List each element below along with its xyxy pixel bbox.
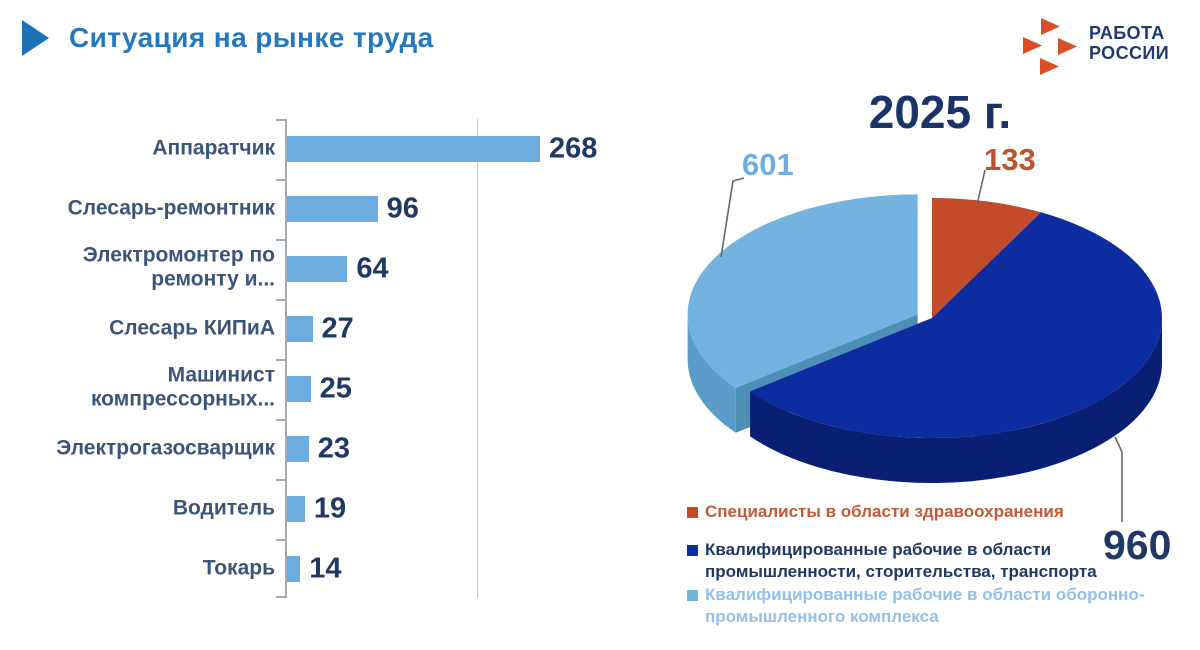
pie-value-healthcare: 133 <box>984 142 1036 177</box>
legend-item-industry: Квалифицированные рабочие в области пром… <box>687 539 1177 583</box>
pie-chart-title: 2025 г. <box>868 86 1012 138</box>
logo-triangles-icon <box>1023 18 1077 75</box>
pie-value-industry: 960 <box>1103 522 1172 568</box>
bar <box>287 496 305 522</box>
bar-row: Электромонтер по ремонту и... 64 <box>30 239 620 299</box>
axis-tick <box>276 299 285 301</box>
pie-slice-healthcare <box>932 198 1041 318</box>
axis-tick <box>276 596 285 598</box>
logo-text: РАБОТА РОССИИ <box>1089 23 1170 64</box>
axis-tick <box>276 479 285 481</box>
axis-tick <box>276 239 285 241</box>
bar-row: Слесарь-ремонтник 96 <box>30 179 620 239</box>
bar-row: Водитель 19 <box>30 479 620 539</box>
bar-category-label: Аппаратчик <box>152 136 275 160</box>
bar-value-label: 27 <box>321 312 354 345</box>
pie-legend: Специалисты в области здравоохранения Ква… <box>687 501 1177 628</box>
axis-tick <box>276 359 285 361</box>
leader-line-960 <box>1114 436 1123 522</box>
axis-tick <box>276 539 285 541</box>
legend-label-industry: Квалифицированные рабочие в области пром… <box>705 540 1097 582</box>
legend-swatch-defense <box>687 590 698 602</box>
logo-text-line1: РАБОТА <box>1089 23 1165 44</box>
bar <box>287 316 313 342</box>
slide-title: Ситуация на рынке труда <box>69 22 434 53</box>
leader-line-601 <box>720 177 745 258</box>
legend-item-defense: Квалифицированные рабочие в области обор… <box>687 584 1177 628</box>
bar <box>287 136 540 162</box>
pie-side-defense <box>687 314 736 433</box>
bar-row: Токарь 14 <box>30 539 620 599</box>
pie-chart: 2025 г. 601 133 960 Специалисты в област… <box>640 85 1200 650</box>
bar-chart-axis <box>285 119 287 598</box>
bar-value-label: 64 <box>356 252 389 285</box>
bar-category-label: Электрогазосварщик <box>56 436 275 460</box>
bar-value-label: 268 <box>549 132 598 165</box>
bar-category-label: Машинист компрессорных... <box>90 363 275 411</box>
bar <box>287 256 348 282</box>
bar-chart: Аппаратчик 268 Слесарь-ремонтник 96 Электром… <box>30 119 620 599</box>
slide-header: Ситуация на рынке труда <box>22 20 434 56</box>
legend-swatch-industry <box>687 545 698 557</box>
bar-row: Машинист компрессорных... 25 <box>30 359 620 419</box>
legend-swatch-healthcare <box>687 507 698 518</box>
bar-row: Слесарь КИПиА 27 <box>30 299 620 359</box>
axis-tick <box>276 419 285 421</box>
bar-category-label: Слесарь КИПиА <box>109 316 275 340</box>
rabota-rossii-logo: РАБОТА РОССИИ <box>1020 12 1169 76</box>
bar-value-label: 23 <box>317 432 350 465</box>
bar <box>287 556 301 582</box>
bar-category-label: Слесарь-ремонтник <box>67 196 275 220</box>
pie-svg <box>687 169 1162 522</box>
bar-category-label: Водитель <box>172 496 275 520</box>
bar-category-label: Электромонтер по ремонту и... <box>82 243 275 291</box>
bar <box>287 376 311 402</box>
bar-value-label: 25 <box>319 372 352 405</box>
leader-line-133 <box>976 169 986 206</box>
pie-value-defense: 601 <box>742 147 794 182</box>
bar-row: Электрогазосварщик 23 <box>30 419 620 479</box>
legend-label-defense: Квалифицированные рабочие в области обор… <box>705 585 1145 627</box>
pie-slice-defense <box>687 194 918 388</box>
bar-value-label: 14 <box>309 552 342 585</box>
legend-item-healthcare: Специалисты в области здравоохранения <box>687 501 1177 523</box>
bar <box>287 436 309 462</box>
bar-value-label: 19 <box>313 492 347 525</box>
axis-tick <box>276 179 285 181</box>
bar-row: Аппаратчик 268 <box>30 119 620 179</box>
title-arrow-icon <box>22 20 49 56</box>
pie-slice-industry <box>750 212 1162 439</box>
legend-label-healthcare: Специалисты в области здравоохранения <box>705 502 1064 521</box>
bar-chart-gridline <box>477 119 478 598</box>
bar-value-label: 96 <box>386 192 419 225</box>
bar <box>287 196 378 222</box>
logo-text-line2: РОССИИ <box>1089 43 1170 63</box>
axis-tick <box>276 119 285 121</box>
bar-category-label: Токарь <box>202 556 275 580</box>
pie-side-industry <box>750 318 1162 483</box>
